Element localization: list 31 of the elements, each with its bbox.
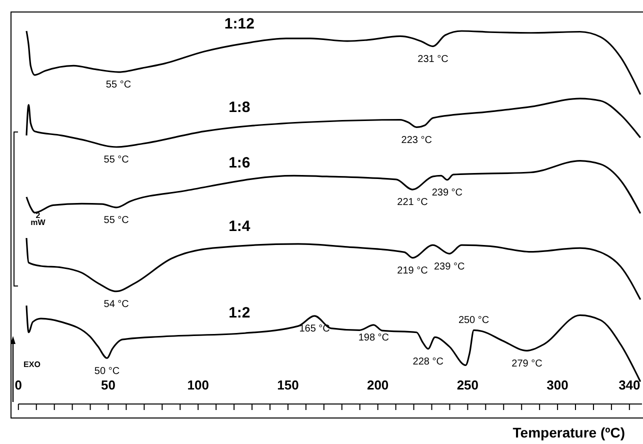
series-label: 1:2 [228,304,250,322]
series-label: 1:12 [224,15,254,32]
annotation: 231 °C [418,54,448,65]
x-tick-label: 340 [618,377,640,392]
x-tick-label: 150 [277,377,299,392]
series-label: 1:4 [228,218,251,235]
x-tick-label: 0 [14,377,22,392]
annotation: 223 °C [401,134,432,146]
annotation: 2 mW [30,211,46,227]
annotation: 50 °C [94,366,120,377]
annotation: 239 °C [434,261,465,272]
x-axis-title: Temperature (ºC) [512,424,625,441]
x-tick-label: 100 [187,377,209,392]
x-tick-label: 50 [101,377,116,392]
series-label: 1:6 [228,154,250,172]
annotation: 219 °C [397,265,428,276]
annotation: 55 °C [104,215,129,226]
annotation: 54 °C [104,298,129,310]
annotation: 221 °C [397,197,428,208]
annotation: 198 °C [358,332,390,344]
annotation: 55 °C [106,80,132,91]
annotation: 279 °C [512,358,542,370]
annotation: EXO [24,360,40,369]
annotation: 55 °C [104,154,129,166]
series-label: 1:8 [228,99,250,116]
x-tick-label: 300 [546,377,568,392]
annotation: 239 °C [432,187,463,198]
x-tick-label: 250 [456,377,479,392]
annotation: 228 °C [412,356,444,368]
annotation: 250 °C [458,314,490,326]
x-tick-label: 200 [366,377,389,392]
